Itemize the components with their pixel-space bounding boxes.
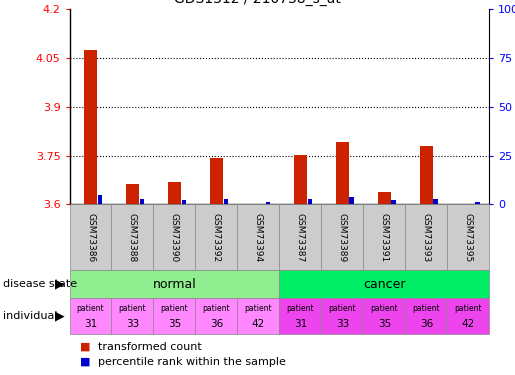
Text: individual: individual: [3, 311, 57, 321]
Text: GSM73387: GSM73387: [296, 213, 305, 262]
Bar: [153, 204, 196, 270]
Bar: [153, 298, 196, 334]
Bar: [364, 298, 405, 334]
Text: ▶: ▶: [55, 309, 64, 322]
Bar: [168, 182, 181, 204]
Text: patient: patient: [413, 304, 440, 313]
Text: 35: 35: [168, 319, 181, 329]
Bar: [280, 270, 489, 298]
Text: GSM73391: GSM73391: [380, 213, 389, 262]
Bar: [196, 298, 237, 334]
Bar: [70, 298, 111, 334]
Bar: [364, 204, 405, 270]
Text: GSM73388: GSM73388: [128, 213, 137, 262]
Bar: [321, 298, 364, 334]
Text: patient: patient: [370, 304, 398, 313]
Text: patient: patient: [454, 304, 482, 313]
Text: ■: ■: [80, 342, 90, 352]
Bar: [420, 146, 433, 204]
Text: patient: patient: [202, 304, 230, 313]
Text: 36: 36: [420, 319, 433, 329]
Text: transformed count: transformed count: [98, 342, 201, 352]
Bar: [377, 192, 391, 204]
Text: patient: patient: [286, 304, 314, 313]
Text: patient: patient: [161, 304, 188, 313]
Text: 33: 33: [126, 319, 139, 329]
Bar: [280, 204, 321, 270]
Text: 33: 33: [336, 319, 349, 329]
Bar: [307, 198, 312, 204]
Text: 31: 31: [84, 319, 97, 329]
Text: 42: 42: [461, 319, 475, 329]
Bar: [475, 202, 479, 204]
Bar: [405, 298, 447, 334]
Bar: [266, 202, 270, 204]
Text: GSM73393: GSM73393: [422, 213, 431, 262]
Text: GSM73390: GSM73390: [170, 213, 179, 262]
Bar: [98, 195, 102, 204]
Bar: [294, 155, 307, 204]
Bar: [447, 204, 489, 270]
Text: GSM73389: GSM73389: [338, 213, 347, 262]
Text: patient: patient: [77, 304, 105, 313]
Text: GDS1312 / 210738_s_at: GDS1312 / 210738_s_at: [174, 0, 341, 6]
Text: 42: 42: [252, 319, 265, 329]
Bar: [70, 270, 280, 298]
Bar: [224, 198, 228, 204]
Text: 36: 36: [210, 319, 223, 329]
Text: 35: 35: [377, 319, 391, 329]
Bar: [391, 201, 396, 204]
Text: disease state: disease state: [3, 279, 77, 289]
Text: cancer: cancer: [363, 278, 406, 291]
Bar: [210, 158, 223, 204]
Text: 31: 31: [294, 319, 307, 329]
Text: GSM73395: GSM73395: [464, 213, 473, 262]
Text: GSM73394: GSM73394: [254, 213, 263, 262]
Bar: [140, 198, 144, 204]
Text: ▶: ▶: [55, 278, 64, 291]
Text: patient: patient: [245, 304, 272, 313]
Text: percentile rank within the sample: percentile rank within the sample: [98, 357, 286, 367]
Bar: [111, 204, 153, 270]
Bar: [182, 201, 186, 204]
Bar: [70, 204, 111, 270]
Text: normal: normal: [152, 278, 196, 291]
Bar: [126, 184, 139, 204]
Text: patient: patient: [118, 304, 146, 313]
Bar: [447, 298, 489, 334]
Bar: [405, 204, 447, 270]
Text: patient: patient: [329, 304, 356, 313]
Bar: [237, 298, 279, 334]
Bar: [111, 298, 153, 334]
Bar: [237, 204, 279, 270]
Bar: [321, 204, 364, 270]
Text: GSM73392: GSM73392: [212, 213, 221, 262]
Text: ■: ■: [80, 357, 90, 367]
Bar: [434, 198, 438, 204]
Text: GSM73386: GSM73386: [86, 213, 95, 262]
Bar: [336, 142, 349, 204]
Bar: [350, 196, 354, 204]
Bar: [196, 204, 237, 270]
Bar: [280, 298, 321, 334]
Bar: [84, 50, 97, 204]
